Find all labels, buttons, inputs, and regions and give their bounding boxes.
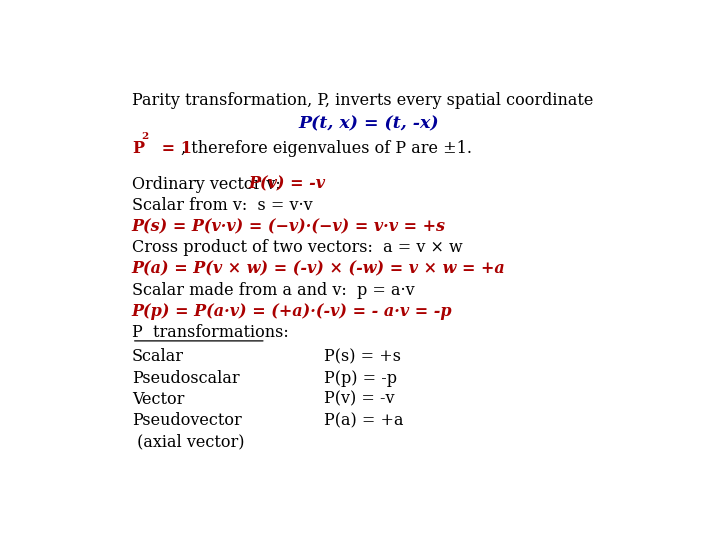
Text: 2: 2 [141,132,148,141]
Text: Cross product of two vectors:  a = v × w: Cross product of two vectors: a = v × w [132,239,463,256]
Text: Ordinary vector v:: Ordinary vector v: [132,176,291,193]
Text: Scalar from v:  s = v·v: Scalar from v: s = v·v [132,197,312,214]
Text: , therefore eigenvalues of P are ±1.: , therefore eigenvalues of P are ±1. [181,140,472,157]
Text: Vector: Vector [132,391,184,408]
Text: Pseudoscalar: Pseudoscalar [132,369,240,387]
Text: P: P [132,140,144,157]
Text: P(s) = +s: P(s) = +s [324,348,401,366]
Text: P(t, x) = (t, -x): P(t, x) = (t, -x) [299,116,439,132]
Text: P(a) = +a: P(a) = +a [324,412,404,429]
Text: P(p) = P(a·v) = (+a)·(-v) = - a·v = -p: P(p) = P(a·v) = (+a)·(-v) = - a·v = -p [132,303,452,320]
Text: P(p) = -p: P(p) = -p [324,369,397,387]
Text: P(v) = -v: P(v) = -v [324,391,395,408]
Text: Scalar made from a and v:  p = a·v: Scalar made from a and v: p = a·v [132,282,415,299]
Text: Pseudovector: Pseudovector [132,412,242,429]
Text: = 1: = 1 [156,140,192,157]
Text: P(s) = P(v·v) = (−v)·(−v) = v·v = +s: P(s) = P(v·v) = (−v)·(−v) = v·v = +s [132,218,446,235]
Text: P  transformations:: P transformations: [132,324,289,341]
Text: (axial vector): (axial vector) [132,433,244,450]
Text: Parity transformation, P, inverts every spatial coordinate: Parity transformation, P, inverts every … [132,92,593,109]
Text: P(v) = -v: P(v) = -v [248,176,325,193]
Text: Scalar: Scalar [132,348,184,366]
Text: P(a) = P(v × w) = (-v) × (-w) = v × w = +a: P(a) = P(v × w) = (-v) × (-w) = v × w = … [132,261,505,278]
